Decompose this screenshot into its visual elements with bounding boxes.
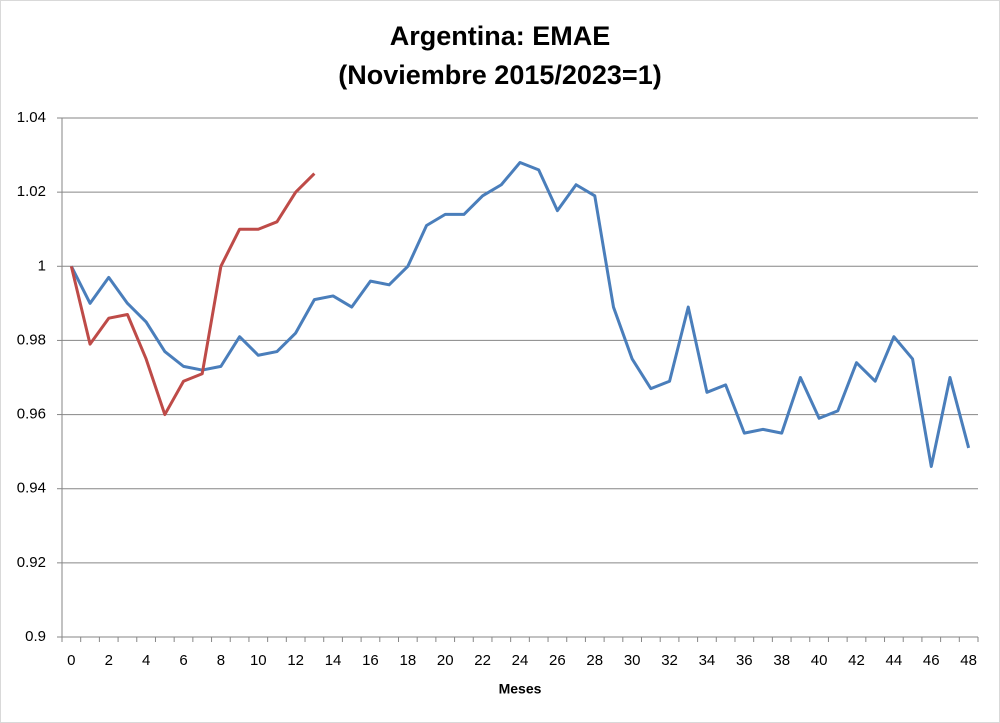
x-tick-label: 44 [886, 652, 903, 669]
y-tick-label: 1.04 [17, 109, 46, 126]
x-tick-label: 20 [437, 652, 454, 669]
y-tick-label: 0.9 [25, 628, 46, 645]
x-tick-label: 12 [287, 652, 304, 669]
y-tick-label: 0.94 [17, 480, 46, 497]
x-tick-label: 30 [624, 652, 641, 669]
chart-title: Argentina: EMAE [390, 21, 611, 51]
x-tick-label: 36 [736, 652, 753, 669]
x-tick-label: 34 [699, 652, 716, 669]
y-tick-label: 1.02 [17, 183, 46, 200]
x-tick-label: 38 [773, 652, 790, 669]
x-tick-label: 46 [923, 652, 940, 669]
x-tick-label: 6 [179, 652, 187, 669]
y-tick-label: 1 [38, 257, 46, 274]
x-tick-label: 18 [399, 652, 416, 669]
x-tick-label: 26 [549, 652, 566, 669]
x-tick-label: 8 [217, 652, 225, 669]
x-tick-label: 24 [512, 652, 529, 669]
x-tick-label: 14 [325, 652, 342, 669]
x-axis-title: Meses [499, 681, 542, 697]
x-tick-label: 16 [362, 652, 379, 669]
x-tick-label: 42 [848, 652, 865, 669]
line-series [70, 160, 971, 468]
x-tick-label: 32 [661, 652, 678, 669]
x-tick-label: 22 [474, 652, 491, 669]
y-tick-label: 0.92 [17, 554, 46, 571]
y-tick-label: 0.98 [17, 331, 46, 348]
line-series [69, 172, 316, 417]
x-tick-label: 4 [142, 652, 150, 669]
chart-subtitle: (Noviembre 2015/2023=1) [338, 60, 661, 90]
x-tick-label: 40 [811, 652, 828, 669]
x-tick-label: 0 [67, 652, 75, 669]
x-tick-label: 2 [105, 652, 113, 669]
x-tick-label: 48 [960, 652, 977, 669]
x-tick-label: 10 [250, 652, 267, 669]
y-tick-label: 0.96 [17, 406, 46, 423]
x-tick-label: 28 [586, 652, 603, 669]
